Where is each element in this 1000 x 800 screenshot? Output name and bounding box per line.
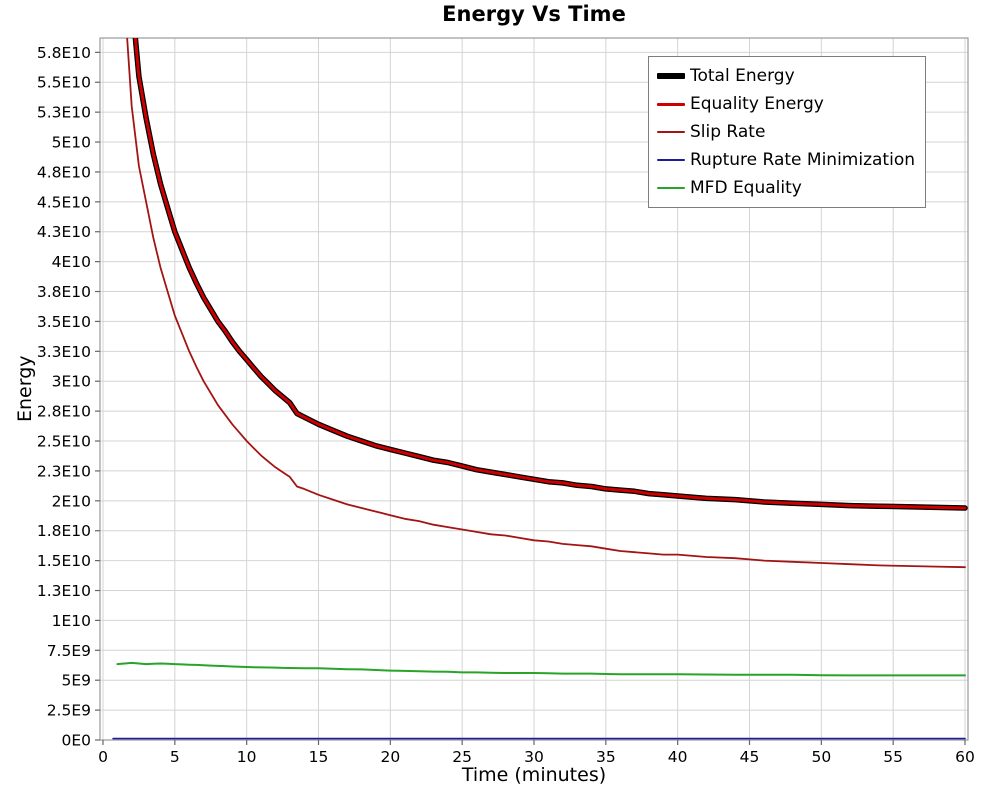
y-tick-label: 1.5E10 — [37, 552, 91, 570]
y-tick-label: 2.5E10 — [37, 433, 91, 451]
y-tick-label: 4.5E10 — [37, 193, 91, 211]
x-tick-label: 5 — [170, 748, 180, 766]
x-tick-label: 20 — [380, 748, 400, 766]
y-tick-label: 5E9 — [61, 672, 91, 690]
x-tick-label: 50 — [811, 748, 831, 766]
legend-label: Total Energy — [690, 66, 795, 86]
legend-item-rupture-rate-minimization: Rupture Rate Minimization — [657, 146, 915, 174]
y-tick-label: 1.3E10 — [37, 582, 91, 600]
y-tick-label: 5.8E10 — [37, 44, 91, 62]
x-tick-label: 55 — [883, 748, 903, 766]
y-tick-label: 5.3E10 — [37, 104, 91, 122]
y-tick-label: 3.5E10 — [37, 313, 91, 331]
y-tick-label: 5E10 — [52, 134, 91, 152]
legend-item-mfd-equality: MFD Equality — [657, 174, 915, 202]
chart-title: Energy Vs Time — [442, 2, 626, 26]
legend-item-equality-energy: Equality Energy — [657, 90, 915, 118]
y-tick-label: 3.8E10 — [37, 283, 91, 301]
x-tick-label: 15 — [309, 748, 329, 766]
y-tick-label: 4.8E10 — [37, 163, 91, 181]
x-tick-label: 40 — [668, 748, 688, 766]
x-tick-label: 10 — [237, 748, 257, 766]
x-tick-label: 30 — [524, 748, 544, 766]
chart-legend: Total Energy Equality Energy Slip Rate Rupt… — [648, 56, 926, 208]
legend-label: MFD Equality — [690, 178, 802, 198]
legend-item-total-energy: Total Energy — [657, 62, 915, 90]
y-tick-label: 2.8E10 — [37, 403, 91, 421]
x-tick-label: 45 — [740, 748, 760, 766]
legend-label: Rupture Rate Minimization — [690, 150, 915, 170]
y-tick-label: 7.5E9 — [47, 642, 91, 660]
legend-label: Slip Rate — [690, 122, 766, 142]
x-axis-label: Time (minutes) — [461, 764, 607, 786]
y-tick-label: 0E0 — [61, 732, 91, 750]
series-line-slip-rate — [126, 38, 966, 569]
x-tick-label: 0 — [98, 748, 108, 766]
y-tick-label: 3E10 — [52, 373, 91, 391]
y-tick-label: 4.3E10 — [37, 223, 91, 241]
legend-line-swatch — [657, 102, 685, 106]
legend-line-swatch — [657, 159, 685, 161]
legend-label: Equality Energy — [690, 94, 824, 114]
x-tick-label: 25 — [452, 748, 472, 766]
legend-item-slip-rate: Slip Rate — [657, 118, 915, 146]
series-line-mfd-equality — [116, 661, 966, 677]
y-tick-label: 4E10 — [52, 253, 91, 271]
x-tick-label: 35 — [596, 748, 616, 766]
legend-line-swatch — [657, 73, 685, 79]
y-tick-label: 2.3E10 — [37, 462, 91, 480]
y-tick-label: 2E10 — [52, 492, 91, 510]
y-tick-label: 2.5E9 — [47, 702, 91, 720]
y-tick-label: 1.8E10 — [37, 522, 91, 540]
y-tick-label: 5.5E10 — [37, 74, 91, 92]
x-tick-label: 60 — [955, 748, 975, 766]
y-tick-label: 3.3E10 — [37, 343, 91, 361]
legend-line-swatch — [657, 131, 685, 133]
series-line-equality-energy — [133, 38, 967, 510]
y-tick-label: 1E10 — [52, 612, 91, 630]
legend-line-swatch — [657, 187, 685, 189]
